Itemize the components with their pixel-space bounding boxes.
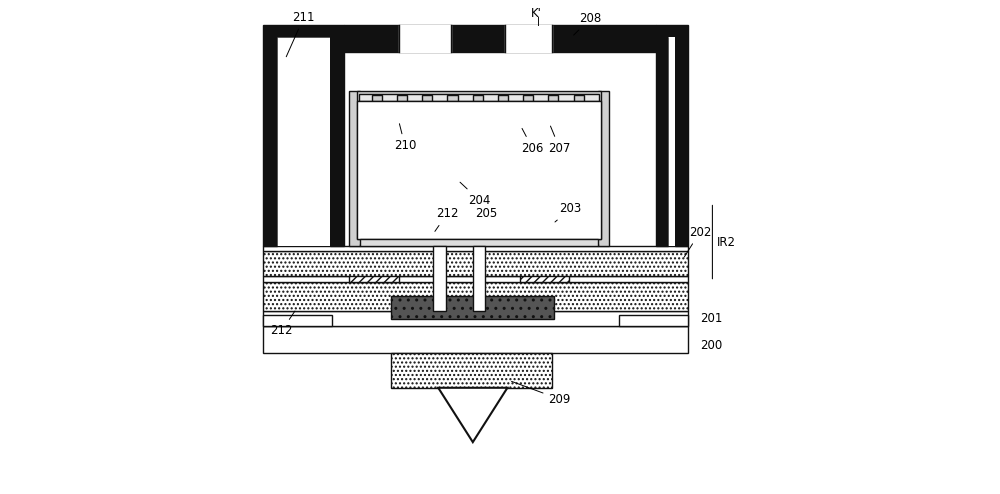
Text: VS2: VS2 (458, 393, 481, 406)
Bar (433, 246, 446, 311)
Bar (344, 25, 656, 52)
Bar (263, 246, 688, 251)
Bar (263, 251, 688, 276)
Bar (263, 282, 688, 311)
Text: 200: 200 (700, 339, 722, 352)
Text: 203: 203 (555, 203, 582, 222)
Bar (357, 101, 601, 239)
Polygon shape (594, 91, 609, 246)
Bar (399, 25, 451, 52)
Bar (473, 95, 483, 101)
Text: 212: 212 (270, 311, 295, 337)
Text: 207: 207 (548, 126, 571, 155)
Bar (277, 37, 330, 246)
Bar (263, 326, 688, 353)
Text: 212: 212 (435, 207, 458, 231)
Text: K': K' (531, 7, 542, 20)
Polygon shape (263, 25, 344, 246)
Bar (505, 25, 552, 52)
Bar (523, 95, 533, 101)
Bar (668, 37, 675, 246)
Bar (520, 262, 569, 282)
Text: 208: 208 (574, 12, 601, 35)
Bar (263, 276, 688, 282)
Text: 202: 202 (684, 226, 711, 257)
Text: 206: 206 (521, 128, 544, 155)
Polygon shape (349, 91, 364, 246)
Text: 204: 204 (460, 182, 490, 206)
Bar (359, 94, 599, 101)
Text: 211: 211 (286, 11, 315, 57)
Bar (473, 246, 485, 311)
Bar (498, 95, 508, 101)
Bar (263, 315, 332, 326)
Bar (422, 95, 432, 101)
Bar (447, 95, 458, 101)
Bar (397, 95, 407, 101)
Bar (357, 91, 601, 101)
Bar (391, 296, 554, 319)
Text: 205: 205 (475, 207, 498, 220)
Polygon shape (656, 25, 688, 246)
Bar (372, 95, 382, 101)
Bar (263, 311, 688, 326)
Text: 201: 201 (700, 312, 722, 325)
Bar (391, 353, 552, 388)
Bar (360, 239, 598, 246)
Bar (349, 262, 399, 282)
Bar (574, 95, 584, 101)
Text: IR2: IR2 (717, 236, 736, 248)
Polygon shape (438, 388, 507, 442)
Text: 210: 210 (394, 124, 416, 152)
Bar (548, 95, 558, 101)
Bar (619, 315, 688, 326)
Text: 209: 209 (511, 381, 571, 406)
